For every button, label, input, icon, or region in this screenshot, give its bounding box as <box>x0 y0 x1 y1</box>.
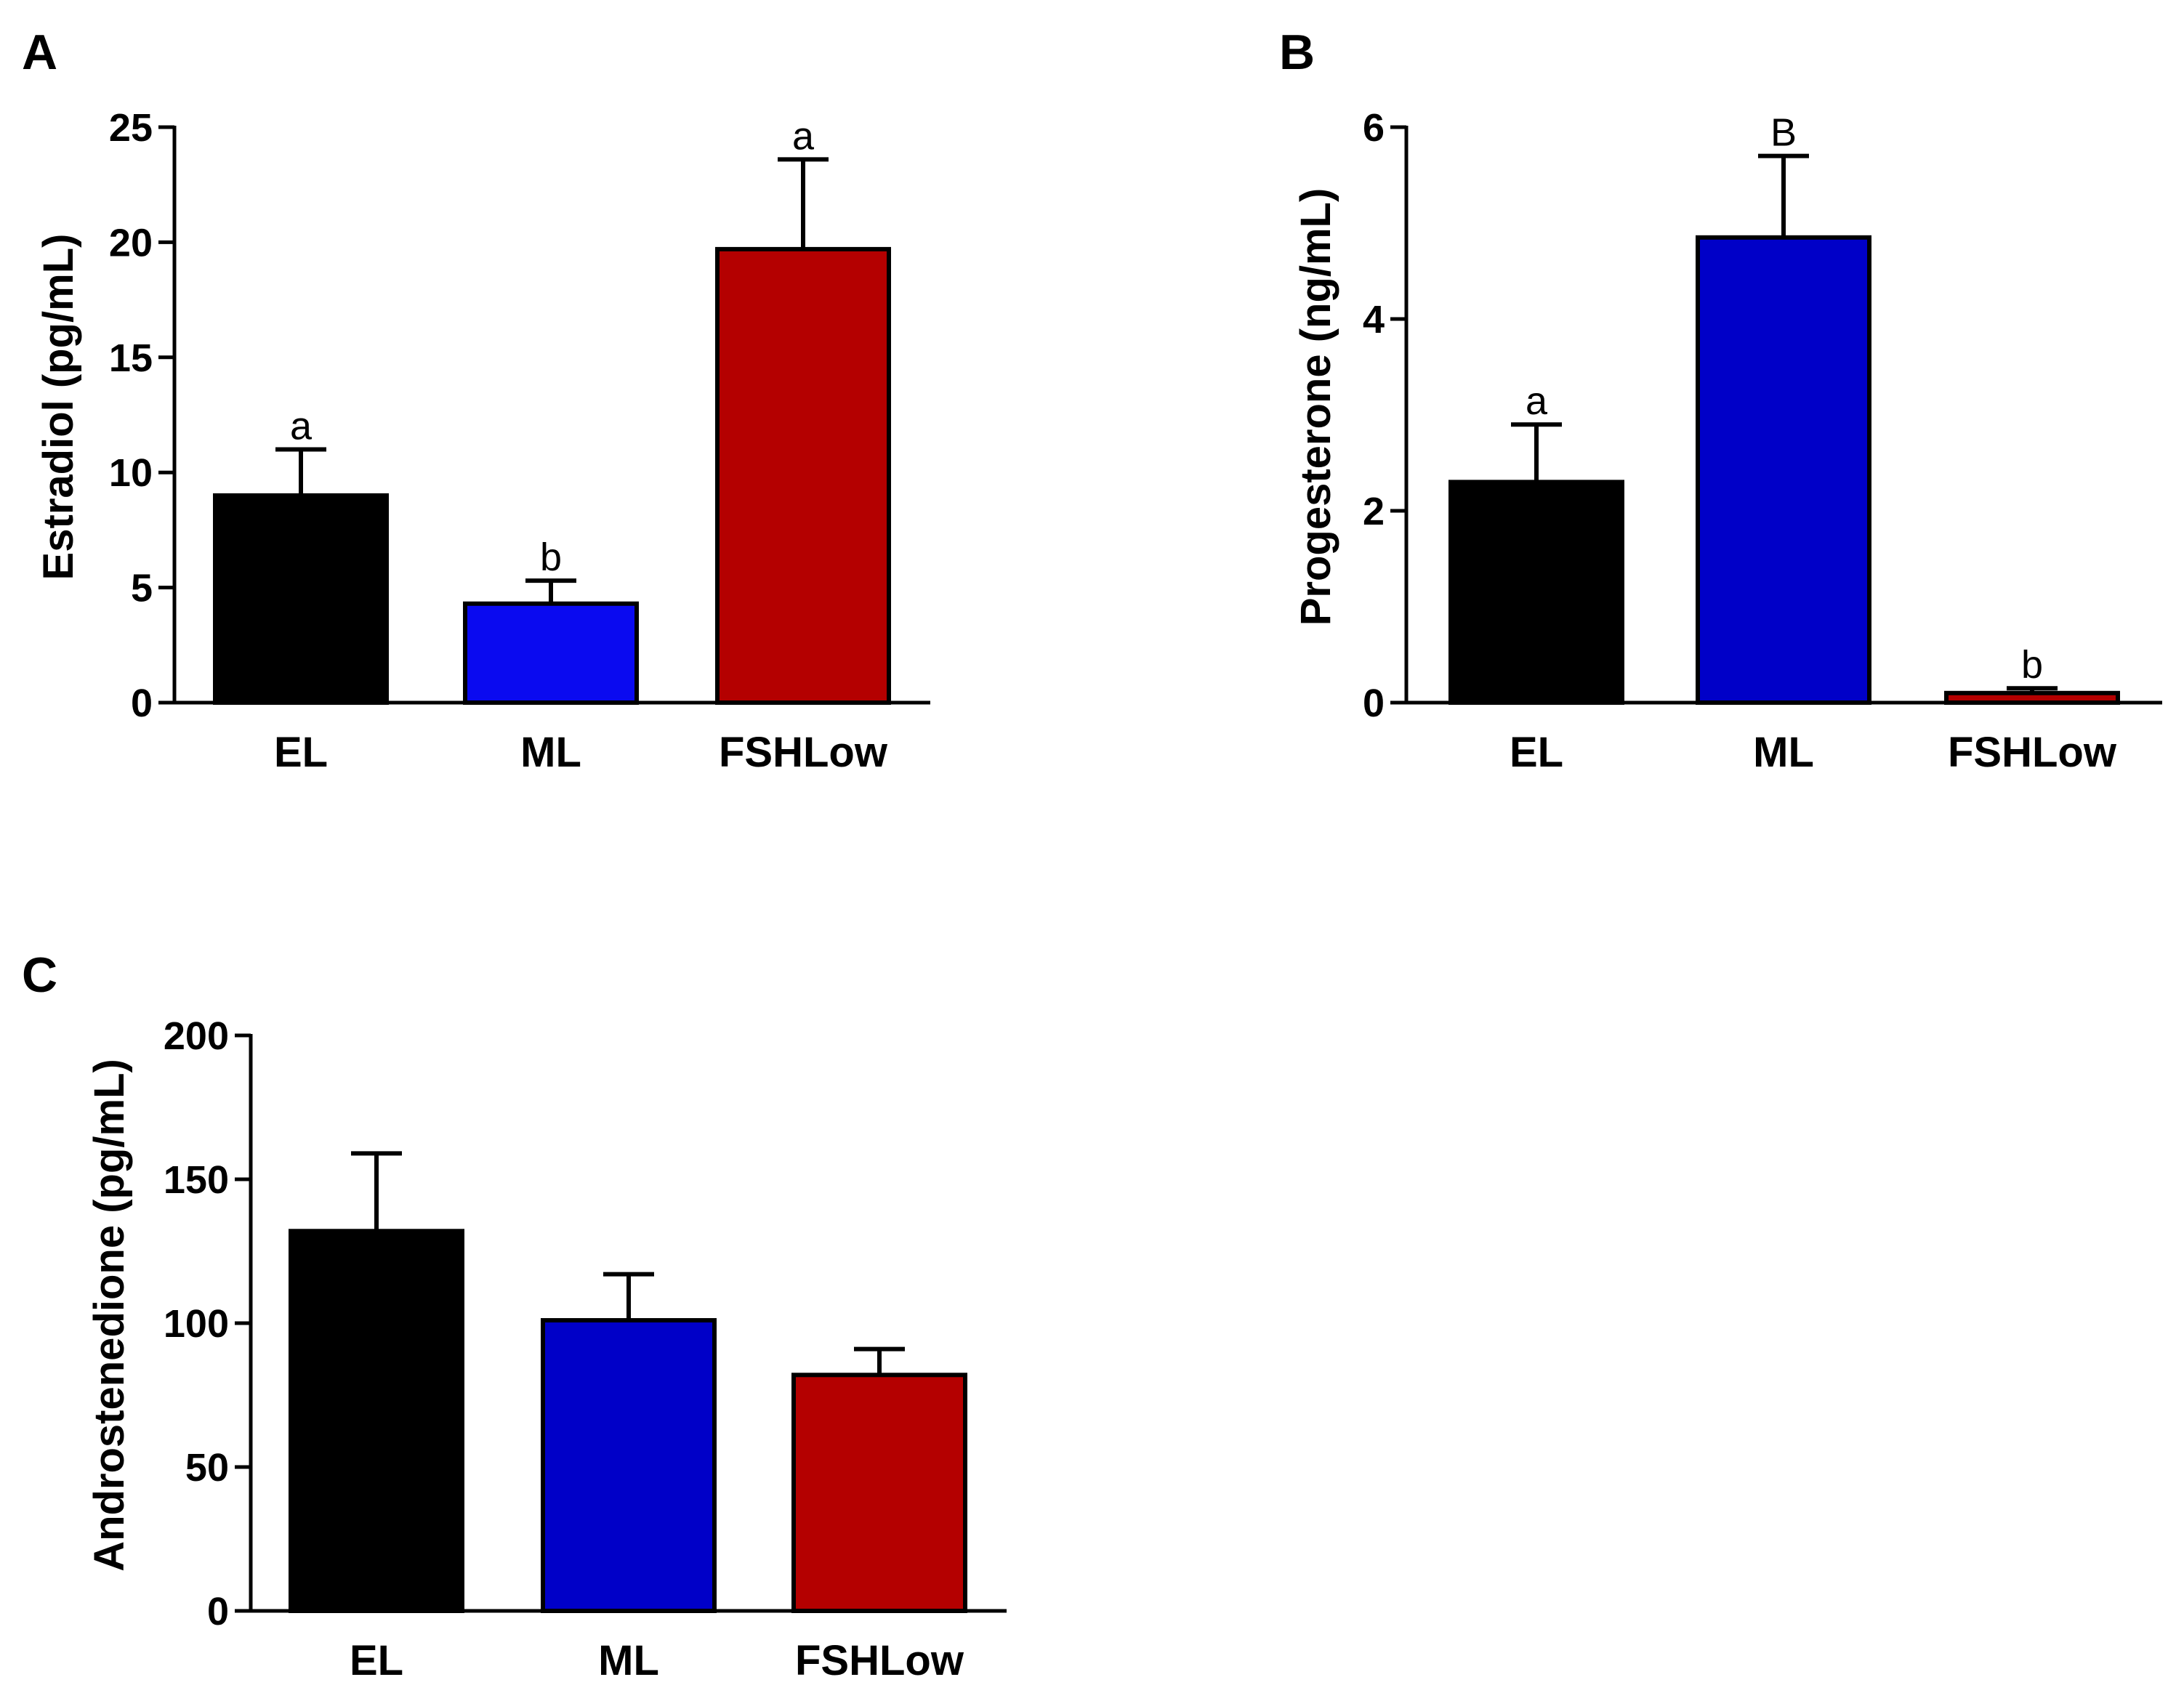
y-tick-label: 2 <box>1363 490 1385 533</box>
bar-ml <box>541 1318 717 1614</box>
bar-fshlow <box>791 1373 967 1614</box>
panel-letter-c: C <box>22 947 57 1003</box>
y-tick-label: 6 <box>1363 106 1385 150</box>
x-category-label: ML <box>1753 729 1814 776</box>
x-category-label: EL <box>350 1637 403 1684</box>
x-category-label: EL <box>274 729 328 776</box>
y-tick-label: 0 <box>1363 682 1385 725</box>
y-tick-label: 15 <box>109 336 153 380</box>
significance-label: a <box>792 114 815 158</box>
x-category-label: FSHLow <box>719 729 888 776</box>
x-category-label: FSHLow <box>1948 729 2117 776</box>
chart-b: 0 2 4 6 EL a ML B FSHLow b <box>1363 106 2162 776</box>
x-category-label: ML <box>598 1637 659 1684</box>
significance-label: B <box>1770 111 1797 155</box>
bar-fshlow <box>715 246 891 705</box>
bar-ml <box>463 601 639 705</box>
ylabel-c: Androstenedione (pg/mL) <box>86 1059 133 1572</box>
x-category-label: FSHLow <box>795 1637 964 1684</box>
panel-a: A Estradiol (pg/mL) 0 5 10 15 20 25 EL a ML b FSHL… <box>22 25 930 776</box>
x-category-label: ML <box>520 729 581 776</box>
y-tick-label: 0 <box>207 1590 229 1633</box>
y-tick-label: 200 <box>164 1014 229 1058</box>
y-tick-label: 25 <box>109 106 153 150</box>
x-category-label: EL <box>1510 729 1563 776</box>
significance-label: a <box>1526 379 1548 423</box>
bar-el <box>1448 480 1624 706</box>
panel-letter-a: A <box>22 25 57 80</box>
y-tick-label: 0 <box>131 682 153 725</box>
bar-el <box>213 493 389 705</box>
significance-label: b <box>540 536 562 579</box>
y-tick-label: 5 <box>131 567 153 610</box>
y-tick-label: 150 <box>164 1158 229 1202</box>
significance-label: a <box>290 405 313 448</box>
chart-a: 0 5 10 15 20 25 EL a ML b FSHLow a <box>109 106 930 776</box>
panel-letter-b: B <box>1279 25 1315 80</box>
panel-b: B Progesterone (ng/mL) 0 2 4 6 EL a ML B FSHLow b <box>1279 25 2162 776</box>
ylabel-b: Progesterone (ng/mL) <box>1292 188 1339 626</box>
panel-c: C Androstenedione (pg/mL) 0 50 100 150 200 EL… <box>22 947 1007 1684</box>
y-tick-label: 100 <box>164 1302 229 1346</box>
ylabel-a: Estradiol (pg/mL) <box>35 234 82 581</box>
bar-ml <box>1696 235 1871 705</box>
y-tick-label: 10 <box>109 451 153 495</box>
y-tick-label: 4 <box>1363 298 1385 342</box>
y-tick-label: 50 <box>185 1446 229 1490</box>
y-tick-label: 20 <box>109 221 153 264</box>
bar-fshlow <box>1944 690 2120 705</box>
significance-label: b <box>2021 643 2043 687</box>
bar-el <box>289 1229 464 1613</box>
chart-c: 0 50 100 150 200 EL ML FSHLow <box>164 1014 1007 1684</box>
